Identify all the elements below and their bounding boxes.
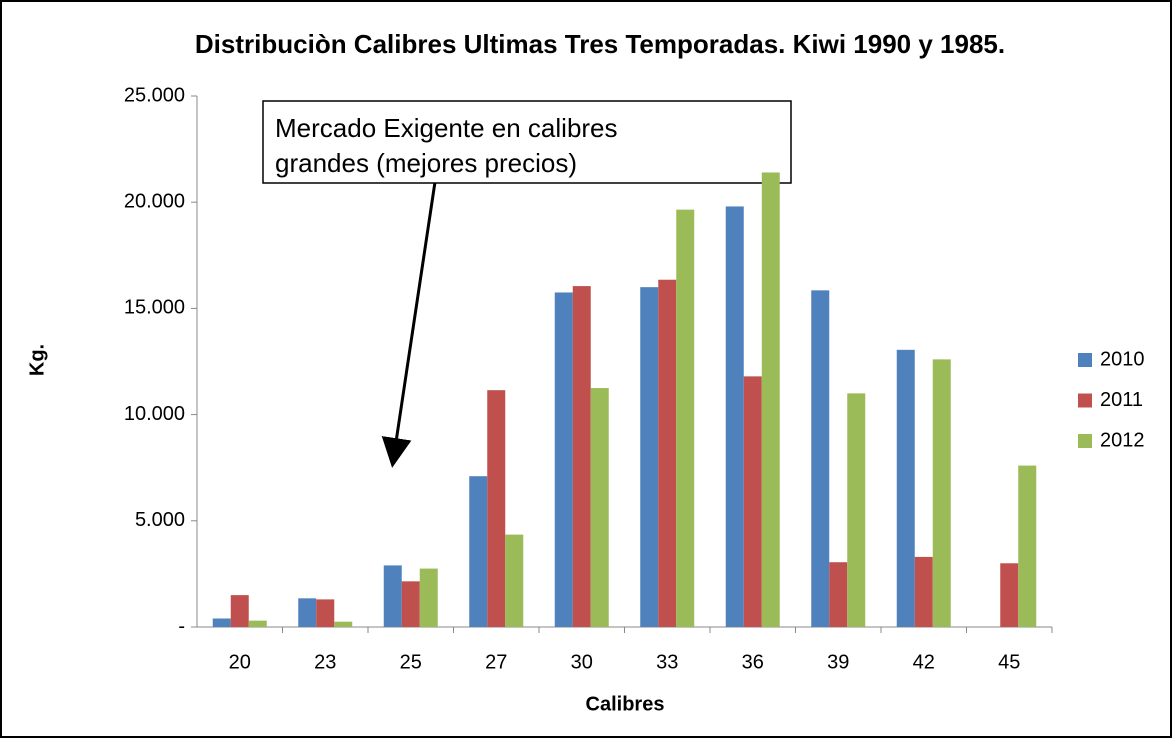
bar (743, 376, 762, 627)
x-tick-label: 33 (656, 651, 678, 673)
legend-label: 2011 (1100, 389, 1143, 411)
bar (554, 292, 573, 627)
bar (761, 172, 780, 628)
y-tick-label: 5.000 (135, 509, 185, 531)
annotation-text: Mercado Exigente en calibres (275, 113, 618, 143)
y-tick-label: 20.000 (124, 190, 185, 212)
x-axis-label: Calibres (586, 693, 665, 715)
legend-label: 2012 (1100, 429, 1145, 451)
bar (896, 349, 915, 627)
bar (847, 393, 866, 627)
annotation-arrow (381, 181, 437, 468)
x-tick-label: 45 (998, 651, 1020, 673)
bar (1000, 563, 1019, 627)
bar (658, 279, 677, 627)
bar (401, 581, 420, 627)
bar (230, 595, 249, 627)
bar (469, 476, 488, 627)
bar (640, 287, 659, 627)
annotation-box (262, 100, 792, 184)
bar (334, 621, 353, 627)
y-tick-label: 15.000 (124, 297, 185, 319)
bar (829, 562, 848, 627)
bar (811, 290, 830, 627)
bar (676, 209, 695, 627)
x-tick-label: 36 (742, 651, 764, 673)
x-tick-label: 25 (400, 651, 422, 673)
bar (298, 598, 317, 627)
x-tick-label: 30 (571, 651, 593, 673)
bar (914, 556, 933, 627)
bar (487, 390, 506, 627)
y-axis-label: Kg. (26, 344, 48, 376)
bar (212, 618, 231, 627)
legend-swatch (1078, 353, 1092, 367)
bar (383, 565, 402, 627)
legend-label: 2010 (1100, 348, 1145, 370)
y-tick-label: 25.000 (124, 84, 185, 106)
bar (248, 620, 267, 627)
x-tick-label: 39 (827, 651, 849, 673)
annotation-text: grandes (mejores precios) (275, 148, 577, 178)
x-tick-label: 27 (485, 651, 507, 673)
legend-swatch (1078, 434, 1092, 448)
chart-title: Distribuciòn Calibres Ultimas Tres Tempo… (195, 29, 1005, 59)
x-tick-label: 20 (229, 651, 251, 673)
y-tick-label: - (178, 615, 185, 637)
y-tick-label: 10.000 (124, 403, 185, 425)
bar (1018, 465, 1037, 627)
bar (316, 599, 335, 627)
legend-swatch (1078, 393, 1092, 408)
bar (725, 206, 744, 627)
bar (505, 534, 524, 627)
bar (419, 568, 438, 627)
bar (590, 388, 609, 627)
bar (932, 359, 951, 627)
x-tick-label: 23 (314, 651, 336, 673)
bar (572, 286, 591, 627)
x-tick-label: 42 (913, 651, 935, 673)
